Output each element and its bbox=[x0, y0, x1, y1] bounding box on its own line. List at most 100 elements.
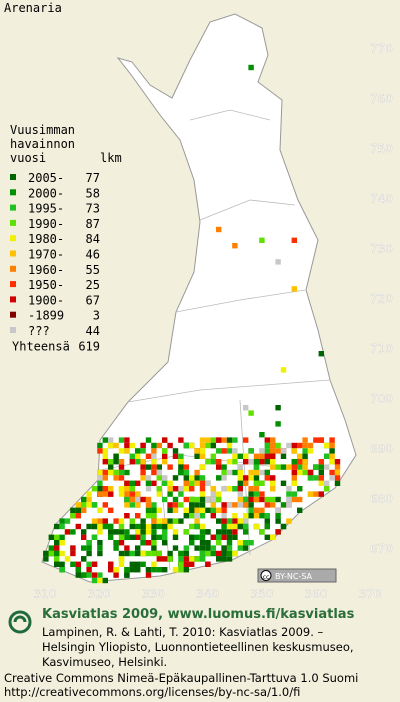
observation bbox=[43, 556, 49, 562]
observation bbox=[243, 453, 249, 459]
observation bbox=[183, 469, 189, 476]
observation bbox=[226, 448, 233, 454]
observation bbox=[108, 523, 114, 530]
observation bbox=[189, 507, 195, 513]
observation bbox=[286, 496, 292, 503]
north-label: 670 bbox=[370, 542, 393, 556]
observation bbox=[118, 561, 125, 567]
observation bbox=[221, 469, 227, 476]
observation bbox=[329, 448, 335, 454]
observation bbox=[280, 367, 287, 373]
observation bbox=[86, 496, 92, 503]
observation bbox=[91, 572, 98, 578]
observation bbox=[108, 567, 114, 573]
observation bbox=[259, 491, 265, 497]
observation bbox=[253, 475, 260, 481]
observation bbox=[162, 475, 168, 481]
observation bbox=[216, 226, 222, 233]
observation bbox=[118, 448, 125, 454]
observation bbox=[97, 469, 103, 476]
observation bbox=[97, 475, 103, 481]
observation bbox=[253, 491, 260, 497]
observation bbox=[167, 480, 173, 486]
observation bbox=[253, 486, 260, 492]
observation bbox=[129, 561, 135, 567]
observation bbox=[270, 459, 276, 465]
observation bbox=[194, 475, 200, 481]
observation bbox=[318, 480, 324, 486]
observation bbox=[54, 523, 60, 530]
observation bbox=[102, 453, 108, 459]
observation bbox=[264, 534, 270, 540]
observation bbox=[97, 540, 103, 546]
observation bbox=[248, 513, 254, 519]
north-label: 690 bbox=[370, 442, 393, 456]
north-label: 720 bbox=[370, 292, 393, 306]
observation bbox=[108, 561, 114, 567]
observation bbox=[189, 480, 195, 486]
observation bbox=[91, 502, 98, 508]
observation bbox=[156, 475, 162, 481]
observation bbox=[259, 507, 265, 513]
observation bbox=[129, 523, 135, 530]
observation bbox=[124, 550, 130, 557]
observation bbox=[286, 491, 292, 497]
observation bbox=[307, 448, 314, 454]
observation bbox=[75, 567, 81, 573]
observation bbox=[259, 453, 265, 459]
observation bbox=[297, 453, 303, 459]
footer-heading: Kasviatlas 2009, www.luomus.fi/kasviatla… bbox=[42, 607, 355, 622]
observation bbox=[302, 442, 308, 449]
observation bbox=[135, 491, 141, 497]
observation bbox=[232, 518, 238, 524]
observation bbox=[102, 459, 108, 465]
observation bbox=[167, 464, 173, 470]
observation bbox=[162, 437, 168, 443]
observation bbox=[248, 486, 254, 492]
observation bbox=[199, 507, 206, 513]
north-label: 730 bbox=[370, 242, 393, 256]
observation bbox=[151, 523, 157, 530]
observation bbox=[124, 469, 130, 476]
observation bbox=[221, 513, 227, 519]
observation bbox=[167, 556, 173, 562]
observation bbox=[113, 572, 119, 578]
observation bbox=[291, 286, 297, 292]
observation bbox=[253, 513, 260, 519]
observation bbox=[183, 442, 189, 449]
observation bbox=[297, 469, 303, 476]
observation bbox=[189, 513, 195, 519]
observation bbox=[302, 459, 308, 465]
observation bbox=[194, 523, 200, 530]
observation bbox=[113, 459, 119, 465]
observation bbox=[221, 529, 227, 535]
observation bbox=[97, 491, 103, 497]
observation bbox=[135, 480, 141, 486]
observation bbox=[199, 529, 206, 535]
observation bbox=[264, 502, 270, 508]
observation bbox=[189, 523, 195, 530]
observation bbox=[216, 491, 222, 497]
observation bbox=[189, 475, 195, 481]
observation bbox=[205, 545, 211, 551]
legend-count: 55 bbox=[86, 263, 100, 277]
observation bbox=[216, 475, 222, 481]
observation bbox=[75, 523, 81, 530]
observation bbox=[108, 529, 114, 535]
observation bbox=[156, 442, 162, 449]
observation bbox=[140, 534, 146, 540]
observation bbox=[145, 464, 152, 470]
observation bbox=[151, 502, 157, 508]
observation bbox=[210, 545, 216, 551]
observation bbox=[259, 237, 265, 243]
observation bbox=[232, 459, 238, 465]
observation bbox=[54, 534, 60, 540]
legend-label: 2000- bbox=[28, 186, 64, 200]
observation bbox=[140, 550, 146, 557]
observation bbox=[156, 518, 162, 524]
observation bbox=[253, 480, 260, 486]
legend-swatch bbox=[10, 327, 16, 333]
observation bbox=[248, 64, 254, 71]
observation bbox=[118, 464, 125, 470]
